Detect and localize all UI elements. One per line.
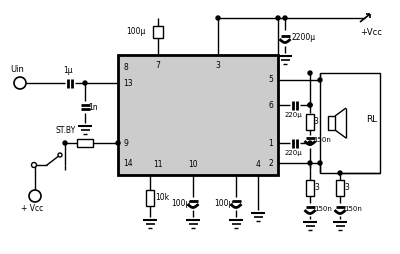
- Text: 150n: 150n: [313, 137, 331, 143]
- Text: 9: 9: [123, 138, 128, 148]
- Text: Uin: Uin: [10, 65, 24, 74]
- Bar: [306, 114, 314, 130]
- Text: 3: 3: [314, 183, 319, 193]
- Text: 5: 5: [268, 75, 273, 85]
- Text: 10k: 10k: [155, 194, 169, 202]
- Text: 1n: 1n: [88, 103, 98, 112]
- Bar: [118, 55, 278, 175]
- Text: 3: 3: [344, 183, 349, 193]
- Bar: [320, 73, 380, 173]
- Circle shape: [116, 141, 120, 145]
- Text: 13: 13: [123, 78, 133, 87]
- Circle shape: [308, 141, 312, 145]
- Circle shape: [216, 16, 220, 20]
- Text: RL: RL: [366, 116, 377, 124]
- Text: + Vcc: + Vcc: [21, 204, 43, 213]
- Text: 2: 2: [268, 158, 273, 167]
- Text: 7: 7: [156, 61, 160, 70]
- Text: 3: 3: [216, 61, 220, 70]
- Circle shape: [32, 163, 36, 167]
- Text: 14: 14: [123, 158, 133, 167]
- Text: 1µ: 1µ: [63, 66, 73, 75]
- Circle shape: [58, 153, 62, 157]
- Circle shape: [29, 190, 41, 202]
- Text: 2200µ: 2200µ: [291, 34, 315, 42]
- Circle shape: [283, 16, 287, 20]
- Circle shape: [308, 161, 312, 165]
- Text: 220µ: 220µ: [284, 112, 302, 118]
- Text: 3: 3: [313, 118, 318, 126]
- Bar: [306, 180, 314, 196]
- Circle shape: [308, 103, 312, 107]
- Circle shape: [308, 103, 312, 107]
- Bar: [77, 139, 93, 147]
- Text: 6: 6: [268, 101, 273, 109]
- Text: 1: 1: [268, 138, 273, 148]
- Text: 220µ: 220µ: [284, 150, 302, 156]
- Text: 150n: 150n: [314, 206, 332, 212]
- Text: 10: 10: [188, 160, 198, 169]
- Circle shape: [276, 16, 280, 20]
- Bar: [328, 116, 335, 130]
- Bar: [336, 180, 344, 196]
- Text: 100µ: 100µ: [171, 198, 190, 208]
- Text: 150n: 150n: [344, 206, 362, 212]
- Circle shape: [338, 171, 342, 175]
- Text: +Vcc: +Vcc: [360, 28, 382, 37]
- Circle shape: [318, 78, 322, 82]
- Text: ST.BY: ST.BY: [55, 126, 75, 135]
- Circle shape: [14, 77, 26, 89]
- Circle shape: [318, 161, 322, 165]
- Circle shape: [63, 141, 67, 145]
- Text: 8: 8: [123, 62, 128, 71]
- Text: 100µ: 100µ: [126, 27, 145, 37]
- Circle shape: [83, 81, 87, 85]
- Text: 11: 11: [153, 160, 163, 169]
- Bar: [153, 26, 163, 38]
- Bar: [146, 190, 154, 206]
- Text: 100µ: 100µ: [214, 198, 233, 208]
- Text: 4: 4: [256, 160, 260, 169]
- Circle shape: [308, 71, 312, 75]
